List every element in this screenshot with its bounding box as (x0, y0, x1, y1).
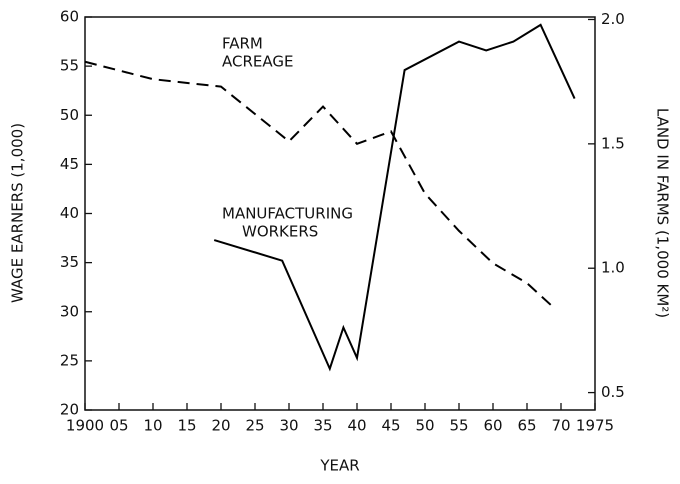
x-tick-label: 10 (143, 417, 162, 435)
x-tick-label: 25 (245, 417, 264, 435)
annotation: FARM (222, 35, 263, 53)
annotation: WORKERS (242, 223, 318, 241)
x-tick-label: 55 (449, 417, 468, 435)
y2-tick-label: 1.5 (601, 134, 625, 152)
data-line (213, 23, 576, 372)
y-tick-label: 30 (60, 302, 79, 320)
y-tick-label: 50 (60, 106, 79, 124)
y-tick-label: 35 (60, 253, 79, 271)
y-tick-label: 25 (60, 351, 79, 369)
y-tick-label: 40 (60, 204, 79, 222)
y2-tick-label: 1.0 (601, 259, 625, 277)
y2-axis-label: LAND IN FARMS (1,000 KM²) (654, 108, 672, 318)
y-tick-label: 55 (60, 57, 79, 75)
y-axis-label: WAGE EARNERS (1,000) (9, 123, 27, 303)
x-tick-label: 1900 (66, 417, 104, 435)
x-tick-label: 20 (211, 417, 230, 435)
x-tick-label: 1975 (576, 417, 614, 435)
x-tick-label: 65 (517, 417, 536, 435)
y-tick-label: 60 (60, 8, 79, 26)
x-tick-label: 40 (347, 417, 366, 435)
y2-tick-label: 0.5 (601, 383, 625, 401)
annotation: MANUFACTURING (222, 205, 353, 223)
annotation: ACREAGE (222, 53, 293, 71)
x-tick-label: 60 (483, 417, 502, 435)
y-tick-label: 20 (60, 401, 79, 419)
y2-tick-label: 2.0 (601, 10, 625, 28)
x-axis-label: YEAR (319, 457, 359, 475)
x-tick-label: 30 (279, 417, 298, 435)
x-tick-label: 05 (109, 417, 128, 435)
x-tick-label: 70 (551, 417, 570, 435)
x-tick-label: 50 (415, 417, 434, 435)
x-tick-label: 15 (177, 417, 196, 435)
x-tick-label: 35 (313, 417, 332, 435)
data-line (84, 60, 555, 309)
y-tick-label: 45 (60, 155, 79, 173)
x-tick-label: 45 (381, 417, 400, 435)
